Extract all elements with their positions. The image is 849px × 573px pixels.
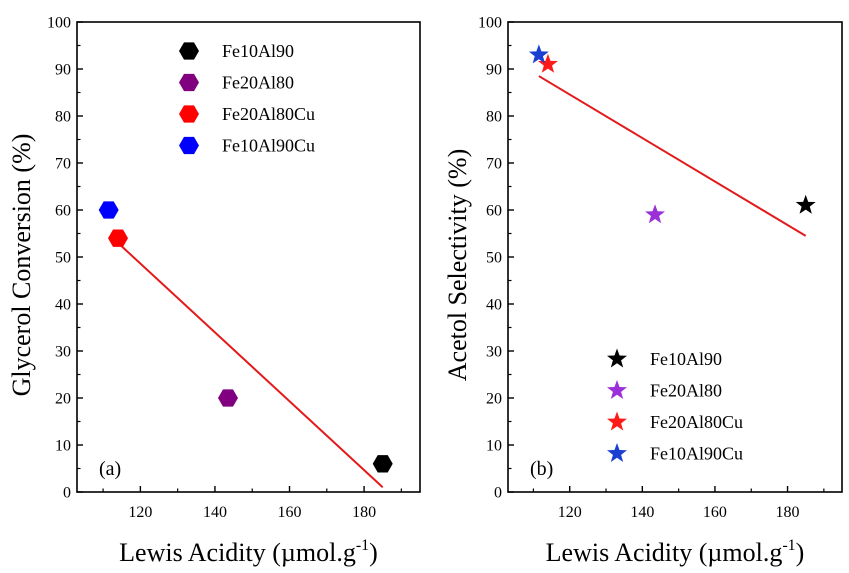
panel-label: (b)	[530, 458, 553, 480]
data-point-fe20al80	[645, 204, 666, 224]
y-tick-label: 100	[478, 15, 502, 32]
x-tick-label: 120	[558, 504, 582, 521]
x-axis-title-main: Lewis Acidity (µmol.g	[119, 538, 356, 567]
fit-line	[538, 75, 807, 237]
y-tick-label: 80	[55, 109, 71, 126]
legend-marker	[179, 42, 199, 60]
y-tick-label: 40	[55, 297, 71, 314]
y-axis-title: Glycerol Conversion (%)	[7, 134, 36, 397]
data-point-fe20al80cu	[537, 53, 558, 73]
y-tick-label: 20	[486, 391, 502, 408]
legend-label: Fe20Al80	[222, 73, 294, 93]
y-tick-label: 60	[55, 203, 71, 220]
legend-label: Fe10Al90Cu	[650, 444, 743, 464]
y-tick-label: 50	[486, 250, 502, 267]
x-axis-title-close: )	[369, 538, 378, 567]
x-tick-label: 180	[352, 504, 376, 521]
x-tick-label: 140	[630, 504, 654, 521]
x-axis-title: Lewis Acidity (µmol.g-1)	[546, 537, 805, 567]
x-tick-label: 140	[203, 504, 227, 521]
chart-panel-b: 0 10 20 30 40 50 60 70 80 90 100 120 140 160 180 Acetol…	[443, 15, 843, 567]
data-point-fe10al90	[372, 455, 393, 473]
y-tick-label: 70	[55, 156, 71, 173]
fit-line	[117, 242, 384, 489]
y-tick-label: 0	[63, 485, 71, 502]
legend-marker	[179, 136, 199, 155]
y-tick-label: 0	[494, 485, 502, 502]
y-axis-title: Acetol Selectivity (%)	[443, 149, 472, 381]
y-tick-label: 60	[486, 203, 502, 220]
y-tick-label: 70	[486, 156, 502, 173]
x-tick-label: 160	[278, 504, 302, 521]
legend-marker	[607, 380, 627, 399]
y-tick-label: 80	[486, 109, 502, 126]
x-tick-label: 180	[776, 504, 800, 521]
chart-panel-a: 0 10 20 30 40 50 60 70 80 90 100 120 140 160 180 Glycer…	[7, 15, 421, 567]
legend-marker	[179, 73, 199, 92]
legend-label: Fe10Al90Cu	[222, 136, 315, 156]
y-tick-label: 20	[55, 391, 71, 408]
data-point-fe10al90	[795, 194, 816, 214]
legend-label: Fe20Al80Cu	[650, 412, 743, 432]
legend-marker	[179, 105, 199, 123]
x-axis-title: Lewis Acidity (µmol.g-1)	[119, 537, 378, 567]
x-axis-title-close: )	[796, 538, 805, 567]
y-tick-label: 90	[486, 62, 502, 79]
y-tick-label: 30	[55, 344, 71, 361]
y-tick-label: 50	[55, 250, 71, 267]
x-axis-title-superscript: -1	[782, 537, 795, 554]
panel-label: (a)	[99, 458, 121, 480]
legend-marker	[607, 348, 627, 368]
legend-label: Fe20Al80Cu	[222, 104, 315, 124]
x-tick-label: 120	[128, 504, 152, 521]
legend-label: Fe10Al90	[222, 41, 294, 61]
legend-marker	[607, 411, 627, 431]
data-point-fe10al90cu	[528, 44, 549, 64]
y-tick-label: 40	[486, 297, 502, 314]
x-tick-label: 160	[703, 504, 727, 521]
y-tick-label: 90	[55, 62, 71, 79]
y-tick-label: 10	[486, 438, 502, 455]
legend-marker	[607, 443, 627, 462]
data-point-fe20al80cu	[108, 229, 129, 247]
y-tick-label: 10	[55, 438, 71, 455]
y-tick-label: 30	[486, 344, 502, 361]
legend-label: Fe10Al90	[650, 349, 722, 369]
x-axis-title-main: Lewis Acidity (µmol.g	[546, 538, 783, 567]
x-axis-title-superscript: -1	[356, 537, 369, 554]
y-tick-label: 100	[47, 15, 71, 32]
data-point-fe10al90cu	[98, 201, 119, 219]
data-point-fe20al80	[217, 389, 238, 407]
plot-frame	[76, 21, 421, 493]
legend-label: Fe20Al80	[650, 381, 722, 401]
